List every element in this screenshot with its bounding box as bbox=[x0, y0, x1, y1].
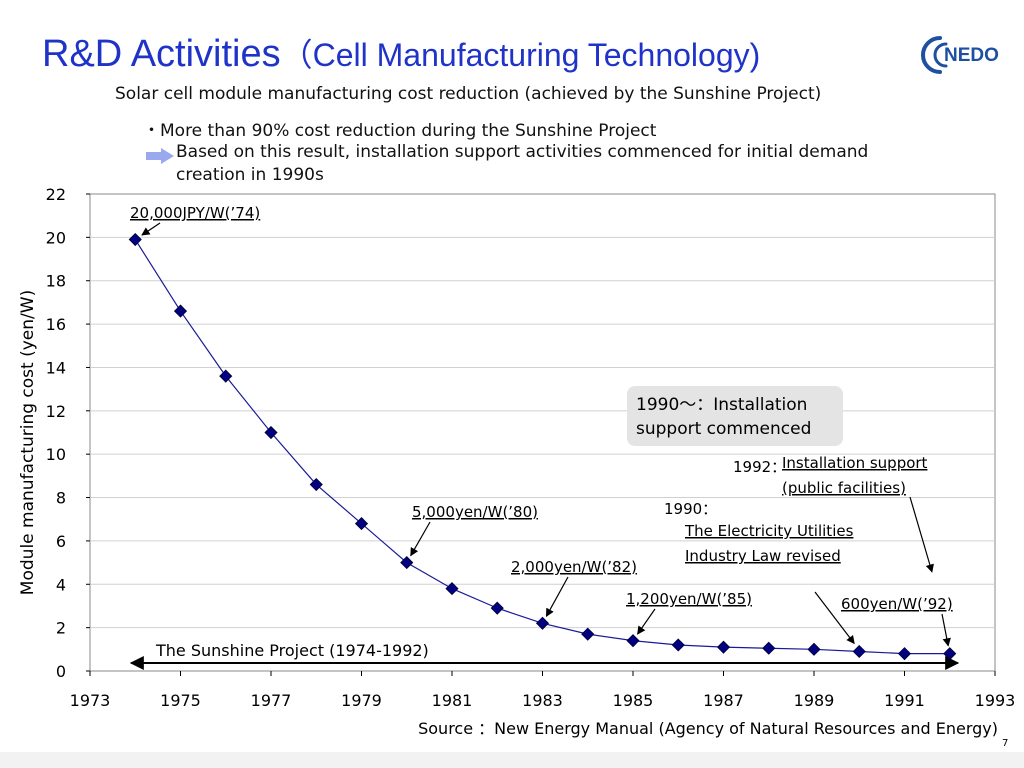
x-tick-label: 1977 bbox=[251, 691, 292, 710]
data-point bbox=[626, 634, 640, 648]
y-tick-label: 22 bbox=[46, 185, 66, 204]
annotation-label: 1,200yen/W(’85) bbox=[626, 590, 752, 608]
data-point bbox=[716, 640, 731, 654]
annotation-label: 2,000yen/W(’82) bbox=[511, 558, 637, 576]
event-1990-arrow bbox=[814, 591, 855, 645]
sunshine-project-label: The Sunshine Project (1974-1992) bbox=[155, 641, 429, 660]
x-tick-label: 1991 bbox=[884, 691, 925, 710]
x-tick-label: 1987 bbox=[703, 691, 744, 710]
annotation-label: 5,000yen/W(’80) bbox=[412, 503, 538, 521]
y-axis-label: Module manufacturing cost (yen/W) bbox=[18, 290, 38, 595]
event-1992-arrow bbox=[909, 496, 934, 573]
data-point bbox=[173, 304, 188, 318]
data-point bbox=[535, 616, 550, 630]
annotation-label: 600yen/W(’92) bbox=[841, 595, 953, 613]
x-tick-label: 1993 bbox=[975, 691, 1016, 710]
y-tick-label: 10 bbox=[46, 445, 66, 464]
x-tick-label: 1981 bbox=[432, 691, 473, 710]
data-point bbox=[762, 641, 776, 655]
annotation-arrow bbox=[941, 613, 951, 647]
note-text: Based on this result, installation suppo… bbox=[176, 142, 869, 185]
annotation-arrow bbox=[410, 521, 431, 557]
nedo-logo: NEDO bbox=[921, 36, 999, 74]
y-tick-label: 16 bbox=[46, 315, 66, 334]
callout-line-1: 1990～：Installation bbox=[636, 395, 807, 415]
annotation-arrow bbox=[545, 576, 569, 618]
arrow-right-icon bbox=[146, 148, 174, 164]
y-tick-label: 12 bbox=[46, 402, 66, 421]
data-point bbox=[354, 516, 369, 531]
data-point bbox=[807, 642, 821, 656]
annotation-arrow bbox=[637, 608, 656, 635]
x-tick-label: 1975 bbox=[160, 691, 201, 710]
event-1990-prefix: 1990： bbox=[664, 500, 717, 518]
x-tick-label: 1989 bbox=[794, 691, 835, 710]
title-main: R&D Activities bbox=[42, 33, 281, 75]
logo-text: NEDO bbox=[944, 45, 999, 66]
data-point bbox=[671, 638, 685, 652]
title-paren: （Cell Manufacturing Technology) bbox=[280, 37, 761, 73]
event-1992-prefix: 1992： bbox=[733, 458, 786, 476]
y-tick-label: 14 bbox=[46, 358, 66, 377]
bullet-text: ・More than 90% cost reduction during the… bbox=[143, 121, 657, 141]
y-tick-label: 20 bbox=[46, 228, 66, 247]
callout-line-2: support commenced bbox=[636, 419, 811, 439]
y-tick-label: 0 bbox=[56, 662, 66, 681]
y-tick-label: 18 bbox=[46, 272, 66, 291]
event-1990-line-1: The Electricity Utilities bbox=[684, 522, 854, 540]
plot-area bbox=[89, 193, 996, 672]
event-1992-line-2: (public facilities) bbox=[782, 479, 906, 497]
annotation-arrow bbox=[141, 222, 161, 236]
y-tick-label: 2 bbox=[56, 619, 66, 638]
x-tick-label: 1973 bbox=[70, 691, 111, 710]
footer-bar bbox=[0, 752, 1024, 768]
data-point bbox=[445, 582, 459, 596]
data-point bbox=[309, 477, 323, 492]
x-tick-label: 1979 bbox=[341, 691, 382, 710]
x-tick-label: 1983 bbox=[522, 691, 563, 710]
data-point bbox=[490, 601, 504, 615]
data-point bbox=[264, 425, 278, 440]
source-note: Source ：New Energy Manual (Agency of Nat… bbox=[418, 719, 998, 738]
y-tick-label: 8 bbox=[56, 489, 66, 508]
data-point bbox=[219, 369, 233, 383]
chart-subtitle: Solar cell module manufacturing cost red… bbox=[115, 84, 822, 104]
event-1990-line-2: Industry Law revised bbox=[685, 547, 841, 565]
callout-box bbox=[627, 386, 843, 446]
y-tick-label: 6 bbox=[56, 532, 66, 551]
data-point bbox=[400, 556, 414, 570]
data-point bbox=[128, 232, 142, 247]
y-tick-label: 4 bbox=[56, 575, 66, 594]
page-number: 7 bbox=[1002, 738, 1008, 749]
page-title: R&D Activities（Cell Manufacturing Techno… bbox=[42, 30, 760, 76]
x-tick-label: 1985 bbox=[613, 691, 654, 710]
event-1992-line-1: Installation support bbox=[782, 454, 928, 472]
data-point bbox=[581, 627, 595, 641]
annotation-label: 20,000JPY/W(’74) bbox=[130, 204, 260, 222]
